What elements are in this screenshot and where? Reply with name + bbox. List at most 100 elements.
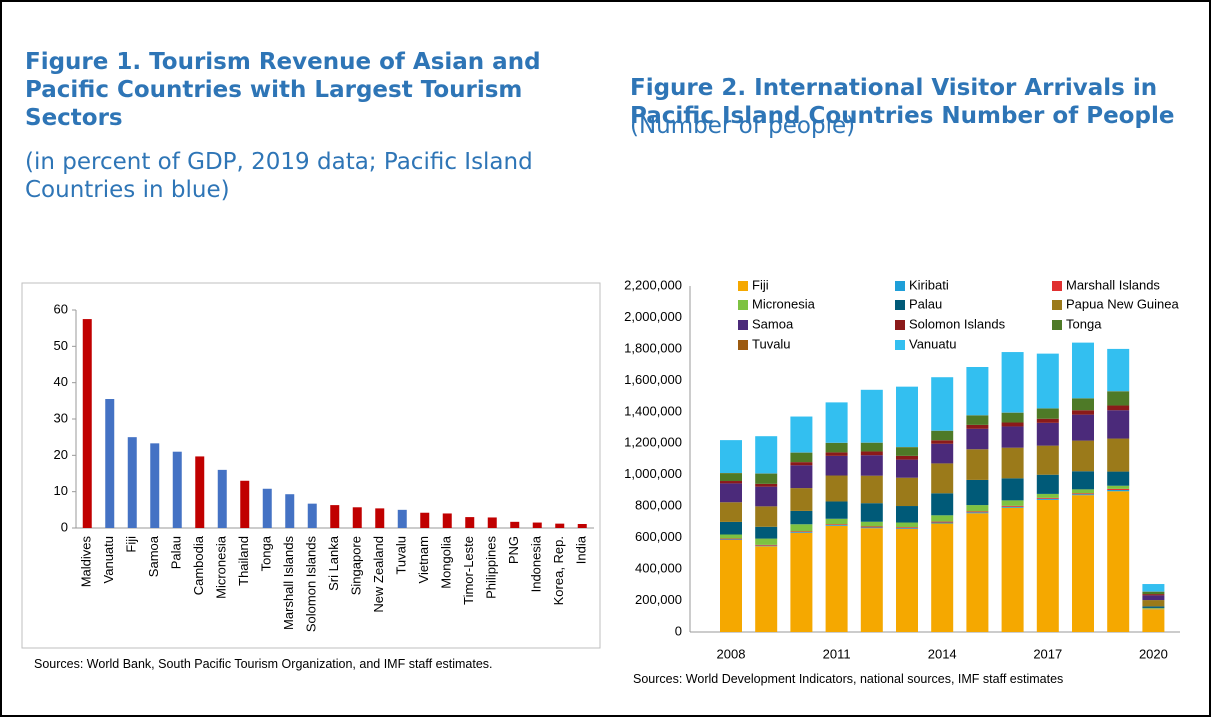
bar (397, 509, 407, 528)
x-tick-label: Philippines (484, 536, 499, 599)
bar-segment (825, 525, 848, 526)
y-tick-label: 200,000 (635, 592, 682, 607)
bar-segment (860, 526, 883, 528)
bar-segment (755, 486, 778, 507)
legend-swatch (1052, 300, 1062, 310)
bar-segment (790, 532, 813, 533)
bar-segment (720, 473, 742, 482)
x-tick-label: Maldives (79, 536, 94, 588)
bar-segment (1072, 414, 1094, 441)
bar-segment (1107, 410, 1130, 439)
y-tick-label: 0 (675, 623, 682, 638)
bar-segment (720, 440, 742, 473)
x-tick-label: 2017 (1033, 646, 1062, 661)
y-tick-label: 1,400,000 (624, 403, 682, 418)
bar-segment (860, 503, 883, 522)
x-tick-label: 2008 (717, 646, 746, 661)
bar-segment (1036, 422, 1059, 446)
chart-title: Figure 1. Tourism Revenue of Asian and P… (25, 49, 541, 131)
bar-segment (1107, 405, 1130, 411)
bar-segment (1072, 489, 1094, 494)
bar-segment (896, 477, 918, 507)
bar (375, 508, 385, 528)
y-tick-label: 1,600,000 (624, 372, 682, 387)
legend-swatch (1052, 281, 1062, 291)
bar-segment (1107, 485, 1130, 489)
y-tick-label: 1,200,000 (624, 435, 682, 450)
bar-segment (966, 366, 989, 416)
bar-segment (1107, 491, 1130, 632)
legend-label: Palau (909, 296, 942, 311)
bar-segment (1142, 606, 1165, 608)
x-tick-label: Korea, Rep. (551, 536, 566, 605)
bar-segment (966, 479, 989, 506)
bar-segment (1001, 412, 1024, 423)
x-tick-label: Palau (169, 536, 184, 569)
legend-label: Micronesia (752, 296, 816, 311)
bar-segment (860, 528, 883, 632)
legend-swatch (1052, 320, 1062, 330)
legend-label: Papua New Guinea (1066, 296, 1180, 311)
plot-frame (21, 282, 601, 649)
bar-segment (720, 481, 742, 484)
legend-label: Tuvalu (752, 336, 791, 351)
bar-segment (860, 451, 883, 456)
x-tick-label: Indonesia (529, 535, 544, 592)
bar (240, 480, 250, 528)
bar-segment (1142, 591, 1165, 595)
bar-segment (825, 525, 848, 632)
bar-segment (755, 538, 778, 545)
bar-segment (966, 512, 989, 514)
bar-segment (966, 424, 989, 429)
bar-segment (720, 539, 742, 632)
bar-segment (1036, 493, 1059, 498)
bar-segment (931, 493, 954, 516)
x-tick-label: Tuvalu (394, 536, 409, 575)
bar (105, 399, 115, 528)
bar-segment (1036, 497, 1059, 499)
x-tick-label: Timor-Leste (461, 536, 476, 605)
bar-segment (720, 483, 742, 503)
bar-segment (1001, 507, 1024, 632)
bar-segment (966, 428, 989, 450)
bar-segment (825, 501, 848, 519)
bar-segment (825, 452, 848, 456)
bar-segment (1142, 595, 1165, 601)
bar-segment (966, 415, 989, 425)
chart-title: Figure 2. International Visitor Arrivals… (630, 75, 1175, 129)
bar-segment (720, 521, 742, 535)
bar-segment (896, 459, 918, 478)
bar-segment (1107, 391, 1130, 406)
bar-segment (931, 523, 954, 632)
y-tick-label: 40 (54, 374, 68, 389)
bar-segment (1142, 607, 1165, 609)
y-tick-label: 10 (54, 483, 68, 498)
bar-segment (825, 455, 848, 476)
chart-subtitle: (Number of people) (630, 113, 856, 139)
legend-swatch (738, 340, 748, 350)
x-tick-label: Sri Lanka (326, 535, 341, 591)
bar-segment (896, 527, 918, 529)
bar-segment (755, 436, 778, 474)
x-tick-label: Singapore (349, 536, 364, 595)
x-tick-label: Fiji (124, 536, 139, 553)
x-tick-label: 2020 (1139, 646, 1168, 661)
y-tick-label: 50 (54, 338, 68, 353)
bar-segment (860, 389, 883, 443)
bar-segment (1107, 471, 1130, 486)
chart-source: Sources: World Development Indicators, n… (633, 672, 1064, 686)
x-tick-label: Vietnam (416, 536, 431, 583)
bar-segment (1036, 353, 1059, 409)
bar-segment (966, 449, 989, 480)
x-tick-label: Mongolia (439, 535, 454, 589)
bar-segment (1001, 500, 1024, 506)
y-tick-label: 400,000 (635, 561, 682, 576)
y-tick-label: 30 (54, 410, 68, 425)
legend-swatch (895, 320, 905, 330)
bar-segment (931, 440, 954, 444)
bar-segment (896, 455, 918, 460)
bar (217, 469, 227, 528)
bar-segment (825, 475, 848, 502)
bar-segment (931, 521, 954, 523)
